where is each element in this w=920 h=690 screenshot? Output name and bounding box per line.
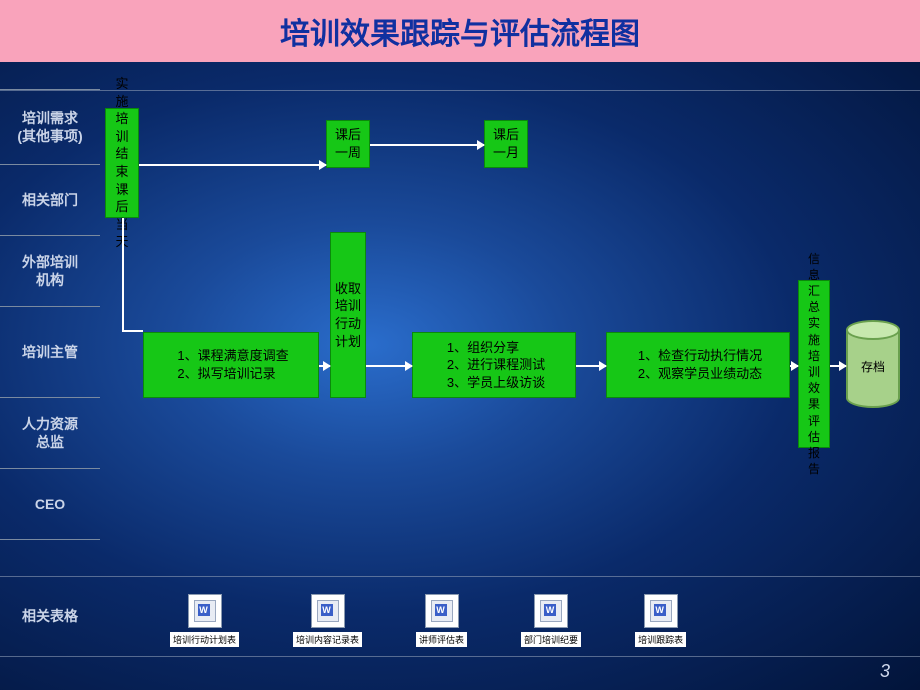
word-doc-icon: W bbox=[534, 594, 568, 628]
lane-text: 相关部门 bbox=[22, 191, 78, 209]
lane-text: 培训主管 bbox=[22, 343, 78, 361]
forms-row: W 培训行动计划表 W 培训内容记录表 W 讲师评估表 W 部门培训纪要 W 培… bbox=[170, 594, 686, 647]
row-sep bbox=[0, 656, 920, 657]
row-sep bbox=[0, 576, 920, 577]
arrow bbox=[576, 365, 606, 367]
form-label: 讲师评估表 bbox=[416, 632, 467, 647]
lane-label-forms: 相关表格 bbox=[0, 576, 100, 656]
row-sep bbox=[0, 90, 920, 91]
form-label: 培训内容记录表 bbox=[293, 632, 362, 647]
node-summary-report: 信息汇总实施培训效果评估报告 bbox=[798, 280, 830, 448]
form-item[interactable]: W 培训内容记录表 bbox=[293, 594, 362, 647]
page-number: 3 bbox=[880, 661, 890, 682]
word-doc-icon: W bbox=[311, 594, 345, 628]
lane-label: 人力资源 总监 bbox=[0, 397, 100, 469]
arrow bbox=[370, 144, 484, 146]
lane-text: 相关表格 bbox=[22, 606, 78, 626]
node-share-test: 1、组织分享2、进行课程测试3、学员上级访谈 bbox=[412, 332, 576, 398]
lane-text: 人力资源 bbox=[22, 415, 78, 433]
node-one-week: 课后一周 bbox=[326, 120, 370, 168]
node-archive: 存档 bbox=[846, 320, 900, 408]
lane-label: 外部培训 机构 bbox=[0, 235, 100, 307]
lane-label: 培训需求 (其他事项) bbox=[0, 89, 100, 165]
connector bbox=[122, 330, 143, 332]
form-label: 部门培训纪要 bbox=[521, 632, 581, 647]
word-doc-icon: W bbox=[188, 594, 222, 628]
lane-label: 相关部门 bbox=[0, 164, 100, 236]
connector bbox=[122, 218, 124, 332]
arrow bbox=[790, 365, 798, 367]
lane-text: CEO bbox=[35, 495, 65, 513]
lane-label: 培训主管 bbox=[0, 306, 100, 398]
lane-label: CEO bbox=[0, 468, 100, 540]
lane-text: 培训需求 bbox=[22, 109, 78, 127]
swimlane-labels: 培训需求 (其他事项) 相关部门 外部培训 机构 培训主管 人力资源 总监 CE… bbox=[0, 90, 100, 540]
page-title: 培训效果跟踪与评估流程图 bbox=[280, 9, 640, 53]
node-day-of: 实施培训结束课后当天 bbox=[105, 108, 139, 218]
arrow bbox=[139, 164, 326, 166]
title-bar: 培训效果跟踪与评估流程图 bbox=[0, 0, 920, 62]
arrow bbox=[319, 365, 330, 367]
node-collect-plan: 收取培训行动计划 bbox=[330, 232, 366, 398]
form-label: 培训跟踪表 bbox=[635, 632, 686, 647]
arrow bbox=[830, 365, 846, 367]
lane-text: (其他事项) bbox=[17, 127, 82, 145]
node-one-month: 课后一月 bbox=[484, 120, 528, 168]
archive-label: 存档 bbox=[846, 358, 900, 375]
form-label: 培训行动计划表 bbox=[170, 632, 239, 647]
lane-text: 外部培训 bbox=[22, 253, 78, 271]
word-doc-icon: W bbox=[425, 594, 459, 628]
form-item[interactable]: W 部门培训纪要 bbox=[521, 594, 581, 647]
lane-text: 总监 bbox=[36, 433, 64, 451]
form-item[interactable]: W 培训跟踪表 bbox=[635, 594, 686, 647]
node-check-exec: 1、检查行动执行情况2、观察学员业绩动态 bbox=[606, 332, 790, 398]
form-item[interactable]: W 讲师评估表 bbox=[416, 594, 467, 647]
form-item[interactable]: W 培训行动计划表 bbox=[170, 594, 239, 647]
arrow bbox=[366, 365, 412, 367]
word-doc-icon: W bbox=[644, 594, 678, 628]
node-survey: 1、课程满意度调查2、拟写培训记录 bbox=[143, 332, 319, 398]
lane-text: 机构 bbox=[36, 271, 64, 289]
